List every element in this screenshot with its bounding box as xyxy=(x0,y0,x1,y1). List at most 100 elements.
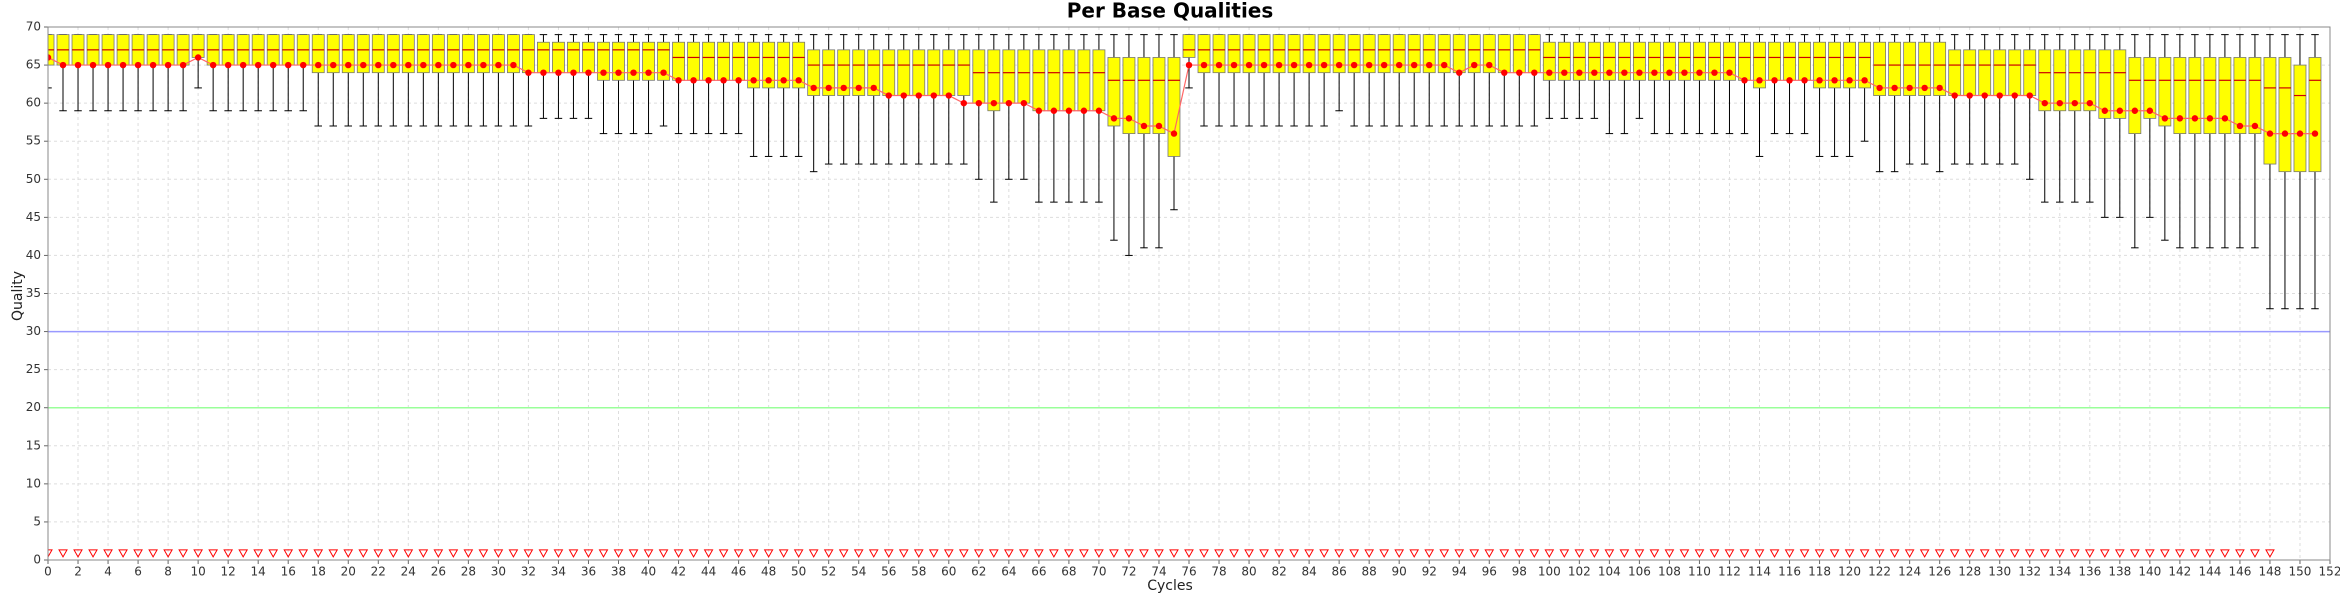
box xyxy=(792,41,806,89)
mean-marker xyxy=(825,84,832,92)
box xyxy=(311,34,325,74)
low-marker xyxy=(1109,549,1119,558)
low-marker xyxy=(568,549,579,558)
box xyxy=(1122,57,1136,135)
box xyxy=(1107,57,1121,127)
mean-marker xyxy=(1846,77,1853,84)
mean-marker xyxy=(810,84,817,92)
low-marker xyxy=(2099,549,2110,558)
mean-marker xyxy=(945,92,952,99)
mean-marker xyxy=(1981,92,1988,99)
mean-marker xyxy=(1185,61,1193,69)
x-tick-label: 134 xyxy=(2048,565,2071,579)
low-marker xyxy=(718,549,729,558)
low-marker xyxy=(1199,549,1209,558)
x-tick-label: 98 xyxy=(1512,565,1527,579)
low-marker xyxy=(1784,549,1795,558)
box xyxy=(1257,34,1271,74)
x-tick-label: 152 xyxy=(2319,565,2340,579)
low-marker xyxy=(2114,549,2125,558)
low-marker xyxy=(1649,549,1660,558)
x-tick-label: 10 xyxy=(190,565,205,579)
box xyxy=(191,34,205,58)
box xyxy=(1723,41,1736,81)
box xyxy=(1918,41,1932,96)
mean-marker xyxy=(1756,77,1763,84)
low-marker xyxy=(2144,549,2155,558)
box xyxy=(2053,49,2067,112)
mean-marker xyxy=(1876,84,1883,92)
box xyxy=(371,34,385,74)
low-marker xyxy=(1844,549,1855,558)
mean-marker xyxy=(269,61,277,69)
mean-marker xyxy=(2086,99,2093,107)
mean-marker xyxy=(1245,61,1253,69)
mean-marker xyxy=(1335,61,1343,69)
low-marker xyxy=(1274,549,1284,558)
x-tick-label: 18 xyxy=(311,565,326,579)
mean-marker xyxy=(2206,115,2214,122)
box xyxy=(1693,41,1706,81)
box xyxy=(972,49,986,104)
low-marker xyxy=(283,549,294,558)
low-marker xyxy=(103,549,113,558)
x-tick-label: 36 xyxy=(581,565,596,579)
low-marker xyxy=(508,549,519,558)
box xyxy=(897,49,911,96)
mean-marker xyxy=(750,77,757,84)
low-marker xyxy=(1574,549,1585,558)
low-marker xyxy=(778,549,789,558)
low-marker xyxy=(1559,549,1570,558)
y-tick-label: 55 xyxy=(26,134,41,148)
mean-marker xyxy=(1561,69,1568,76)
box xyxy=(777,41,791,89)
x-tick-label: 74 xyxy=(1151,565,1166,579)
x-tick-label: 72 xyxy=(1121,565,1136,579)
box xyxy=(1768,41,1781,81)
box xyxy=(356,34,370,74)
x-tick-label: 146 xyxy=(2228,565,2251,579)
low-marker xyxy=(1769,549,1780,558)
x-tick-label: 34 xyxy=(551,565,566,579)
mean-marker xyxy=(285,61,292,69)
low-marker xyxy=(988,549,999,558)
y-tick-label: 5 xyxy=(33,514,41,528)
mean-marker xyxy=(540,69,547,76)
box xyxy=(2248,57,2262,135)
x-tick-label: 54 xyxy=(851,565,866,579)
x-tick-label: 28 xyxy=(461,565,476,579)
mean-marker xyxy=(224,61,232,69)
low-marker xyxy=(553,549,564,558)
mean-marker xyxy=(2056,99,2063,107)
mean-marker xyxy=(1290,61,1298,69)
low-marker xyxy=(1949,549,1960,558)
mean-marker xyxy=(209,61,217,69)
mean-marker xyxy=(405,61,412,69)
low-marker xyxy=(1694,549,1705,558)
box xyxy=(597,41,610,81)
mean-marker xyxy=(375,61,382,69)
low-marker xyxy=(2069,549,2080,558)
mean-marker xyxy=(1921,84,1928,92)
mean-marker xyxy=(1320,61,1328,69)
low-marker xyxy=(328,549,339,558)
x-tick-label: 46 xyxy=(731,565,746,579)
y-tick-label: 70 xyxy=(26,20,41,34)
low-marker xyxy=(1664,549,1675,558)
mean-marker xyxy=(1471,61,1478,69)
mean-marker xyxy=(1365,61,1373,69)
box xyxy=(446,34,460,74)
mean-marker xyxy=(1305,61,1313,69)
mean-marker xyxy=(2296,130,2304,137)
box xyxy=(326,34,340,74)
low-marker xyxy=(1454,549,1465,558)
mean-marker xyxy=(89,61,97,69)
x-tick-label: 56 xyxy=(881,565,896,579)
mean-marker xyxy=(300,61,307,69)
x-tick-label: 112 xyxy=(1718,565,1741,579)
box xyxy=(672,41,685,81)
x-tick-label: 58 xyxy=(911,565,926,579)
x-tick-label: 130 xyxy=(1988,565,2011,579)
x-tick-label: 64 xyxy=(1001,565,1016,579)
box xyxy=(1828,41,1841,89)
